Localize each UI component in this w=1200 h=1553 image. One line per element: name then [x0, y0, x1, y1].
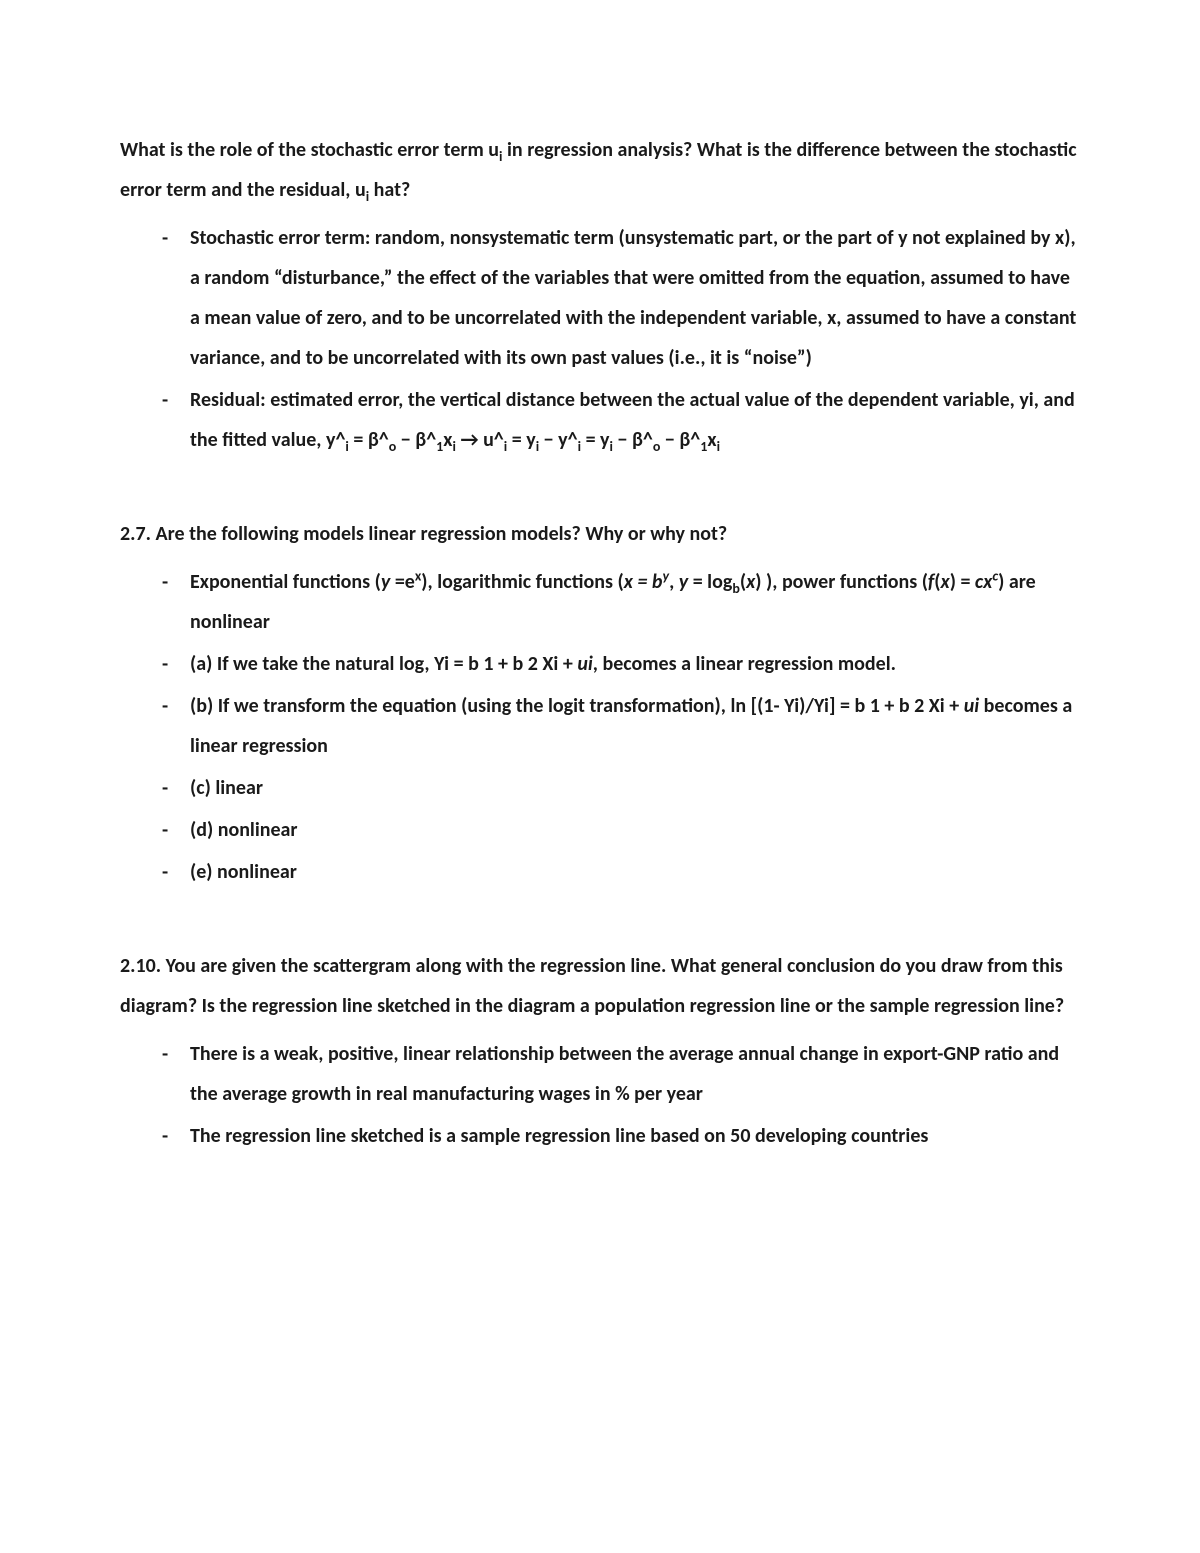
q3-prompt: 2.10. You are given the scattergram alon…: [120, 946, 1080, 1026]
q1-bullets: Stochastic error term: random, nonsystem…: [120, 218, 1080, 460]
q3-bullets: There is a weak, positive, linear relati…: [120, 1034, 1080, 1156]
q3-bullet-0: There is a weak, positive, linear relati…: [120, 1034, 1080, 1114]
q2-bullets: Exponential functions (y =ex), logarithm…: [120, 562, 1080, 892]
q3-bullet-1: The regression line sketched is a sample…: [120, 1116, 1080, 1156]
q2-bullet-5: (e) nonlinear: [120, 852, 1080, 892]
document-page: What is the role of the stochastic error…: [0, 0, 1200, 1553]
q2-bullet-0: Exponential functions (y =ex), logarithm…: [120, 562, 1080, 642]
q2-bullet-2: (b) If we transform the equation (using …: [120, 686, 1080, 766]
q1-bullet-1: Residual: estimated error, the vertical …: [120, 380, 1080, 460]
q2-prompt: 2.7. Are the following models linear reg…: [120, 514, 1080, 554]
q1-prompt: What is the role of the stochastic error…: [120, 130, 1080, 210]
q2-bullet-3: (c) linear: [120, 768, 1080, 808]
q1-bullet-0: Stochastic error term: random, nonsystem…: [120, 218, 1080, 378]
q2-bullet-1: (a) If we take the natural log, Yi = b 1…: [120, 644, 1080, 684]
q2-bullet-4: (d) nonlinear: [120, 810, 1080, 850]
